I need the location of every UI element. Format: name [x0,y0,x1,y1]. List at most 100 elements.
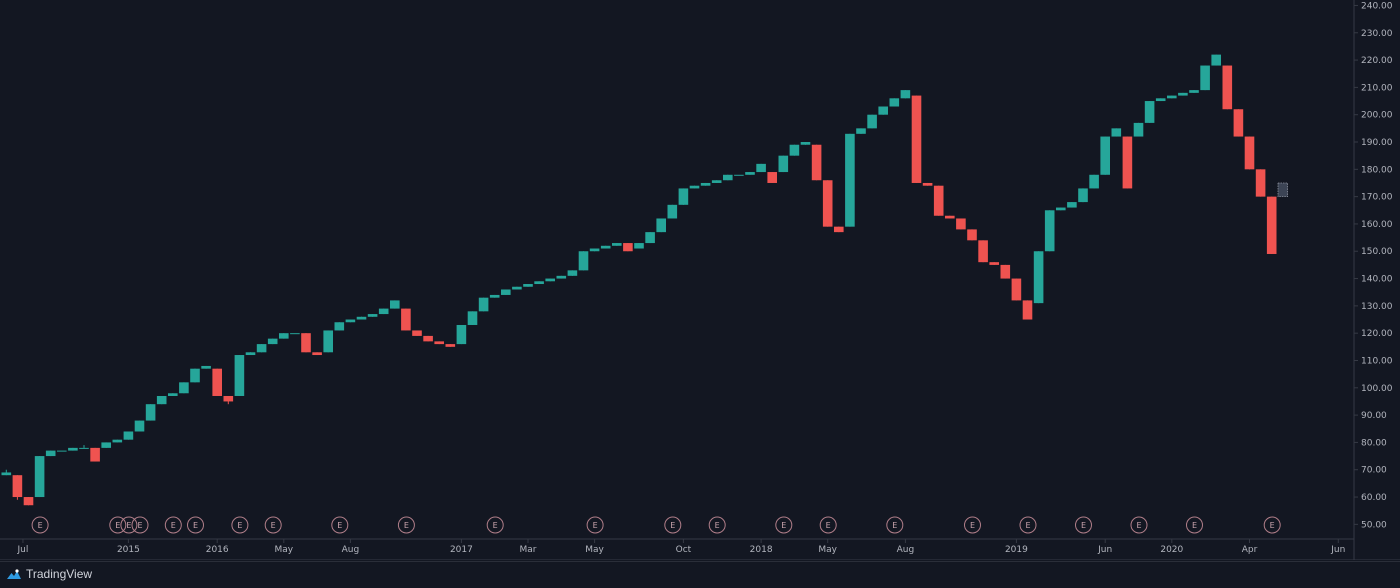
price-tick-label: 240.00 [1361,1,1393,11]
earnings-marker[interactable] [664,516,682,534]
earnings-marker[interactable] [109,516,127,534]
time-tick-label: Mar [520,545,537,555]
earnings-label: E [404,521,409,530]
earnings-label: E [126,521,131,530]
earnings-marker[interactable] [819,516,837,534]
earnings-marker[interactable] [1019,516,1037,534]
time-tick-label: Jul [17,545,29,555]
earnings-marker[interactable] [31,516,49,534]
candle [367,314,378,317]
candle [467,311,478,325]
price-tick-label: 70.00 [1361,466,1387,476]
earnings-marker[interactable] [964,516,981,534]
earnings-marker[interactable] [775,516,793,534]
time-tick-label: 2019 [1005,545,1028,555]
candle [279,333,289,339]
earnings-marker[interactable] [331,516,349,534]
earnings-marker[interactable] [120,516,138,534]
candle [700,182,711,186]
earnings-marker[interactable] [264,516,282,534]
earnings-label: E [337,521,342,530]
candle [711,180,722,183]
candle [1211,54,1221,66]
time-axis[interactable]: Jul 2015 2016 May Aug 2017 Mar May Oct 2018 May Aug… [0,538,1400,560]
candle [689,185,700,189]
candle [245,352,256,356]
candle [356,316,367,320]
earnings-marker[interactable] [1186,516,1203,534]
candle [523,284,533,287]
earnings-label: E [1192,521,1197,530]
earnings-marker[interactable] [486,516,504,534]
candle [312,352,322,356]
candle [345,319,356,323]
earnings-marker[interactable] [1130,516,1148,534]
candle [556,275,567,279]
candle [589,248,600,252]
earnings-marker[interactable] [187,516,204,534]
candle [234,355,245,396]
price-tick-label: 90.00 [1361,411,1387,421]
candle [822,180,833,227]
earnings-marker[interactable] [586,516,604,534]
earnings-label: E [137,521,142,530]
earnings-marker[interactable] [164,516,182,534]
candle [989,262,999,265]
candle [600,245,611,249]
earnings-label: E [115,521,120,530]
earnings-marker[interactable] [1263,516,1281,534]
price-axis[interactable]: 50.00 60.00 70.00 80.00 90.00 100.00 110.00 120… [1353,0,1393,560]
time-tick-label: May [274,545,293,555]
candle [545,278,555,282]
candle [978,240,988,263]
candle [1189,90,1199,93]
candle [578,251,589,271]
earnings-label: E [493,521,498,530]
earnings-label: E [892,521,897,530]
candle [678,188,689,205]
earnings-label: E [1081,521,1086,530]
candle [645,232,655,244]
candle [267,338,278,345]
earnings-marker[interactable] [886,516,904,534]
candle [290,333,300,335]
time-tick-label: May [585,545,604,555]
brand-name: TradingView [26,567,93,581]
candle [1178,92,1188,96]
candle [390,300,400,309]
time-tick-label: Jun [1330,545,1345,555]
candle [512,286,522,290]
tradingview-brand[interactable]: TradingView [6,567,92,581]
candle [123,431,134,440]
earnings-label: E [781,521,786,530]
candles-layer [1,54,1289,506]
earnings-marker[interactable] [1075,516,1092,534]
candle [456,324,467,345]
candle [889,98,900,107]
candle [168,393,178,396]
candle [501,289,511,295]
candle [800,142,811,145]
price-tick-label: 190.00 [1361,138,1393,148]
price-tick-label: 80.00 [1361,438,1387,448]
candle [922,182,933,186]
time-tick-label: 2017 [450,545,473,555]
candle [223,395,234,402]
earnings-marker[interactable] [708,516,726,534]
candle [756,163,766,173]
candle [434,341,444,345]
earnings-marker[interactable] [231,516,249,534]
candle [845,133,855,227]
candle [1122,136,1133,189]
earnings-label: E [193,521,198,530]
time-tick-label: Jun [1097,545,1112,555]
price-tick-label: 170.00 [1361,193,1393,203]
earnings-marker[interactable] [397,516,415,534]
price-tick-label: 60.00 [1361,493,1387,503]
candle [1222,65,1233,110]
earnings-marker[interactable] [131,516,149,534]
time-tick-label: Oct [676,545,692,555]
candle [667,204,678,219]
